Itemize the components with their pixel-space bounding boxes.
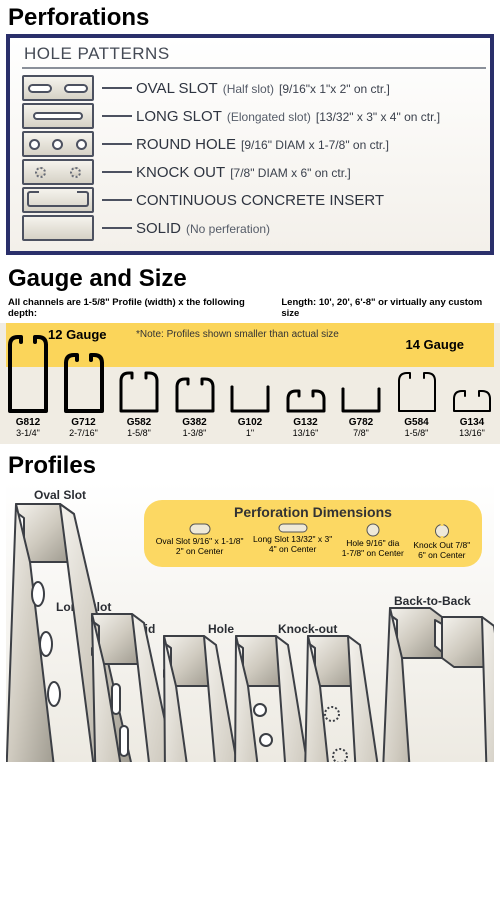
channel-code: G812 [16,417,40,428]
perf-sub: (Elongated slot) [227,110,311,124]
perf-label-long: LONG SLOT (Elongated slot) [13/32" x 3" x … [136,108,440,125]
channel-depth: 2-7/16" [69,428,98,438]
perf-row-knock: KNOCK OUT [7/8" DIAM x 6" on ctr.] [10,159,486,185]
hole-patterns-heading: HOLE PATTERNS [10,44,486,67]
swatch-solid [22,215,102,241]
perf-label-oval: OVAL SLOT (Half slot) [9/16"x 1"x 2" on ct… [136,80,390,97]
channel-G782: G7827/8" [339,385,383,438]
connector-line [102,115,132,117]
swatch-knock [22,159,102,185]
perf-label-cci: CONTINUOUS CONCRETE INSERT [136,192,384,209]
perf-label-solid: SOLID (No perferation) [136,220,270,237]
channel-depth: 1" [246,428,254,438]
channel-G712: G7122-7/16" [62,351,106,438]
swatch-oval [22,75,102,101]
channel-depth: 1-3/8" [183,428,207,438]
perf-row-cci: CONTINUOUS CONCRETE INSERT [10,187,486,213]
connector-line [102,143,132,145]
gauge-meta: All channels are 1-5/8" Profile (width) … [0,295,500,323]
channel-depth: 1-5/8" [405,428,429,438]
section-title-profiles: Profiles [0,448,500,482]
channel-code: G134 [460,417,484,428]
perf-row-round: ROUND HOLE [9/16" DIAM x 1-7/8" on ctr.] [10,131,486,157]
section-title-perforations: Perforations [0,0,500,34]
perf-spec: [9/16"x 1"x 2" on ctr.] [279,82,390,96]
perf-row-solid: SOLID (No perferation) [10,215,486,241]
channel-G582: G5821-5/8" [117,369,161,438]
perf-spec: [13/32" x 3" x 4" on ctr.] [316,110,440,124]
channel-code: G584 [404,417,428,428]
perf-name: ROUND HOLE [136,136,236,153]
channel-code: G132 [293,417,317,428]
channel-code: G582 [127,417,151,428]
connector-line [102,199,132,201]
swatch-cci [22,187,102,213]
perf-label-round: ROUND HOLE [9/16" DIAM x 1-7/8" on ctr.] [136,136,389,153]
perf-name: CONTINUOUS CONCRETE INSERT [136,192,384,209]
channel-G134: G13413/16" [450,387,494,438]
channel-G102: G1021" [228,383,272,438]
channel-depth: 1-5/8" [127,428,151,438]
perf-row-long: LONG SLOT (Elongated slot) [13/32" x 3" x … [10,103,486,129]
gauge-meta-right: Length: 10', 20', 6'-8" or virtually any… [281,297,492,319]
profiles-illustration [6,482,494,762]
swatch-long [22,103,102,129]
swatch-round [22,131,102,157]
connector-line [102,171,132,173]
channel-code: G382 [182,417,206,428]
perf-name: SOLID [136,220,181,237]
channel-code: G782 [349,417,373,428]
connector-line [102,227,132,229]
perf-name: LONG SLOT [136,108,222,125]
channel-depth: 3-1/4" [16,428,40,438]
perf-sub: (No perferation) [186,222,270,236]
perf-name: OVAL SLOT [136,80,218,97]
channel-G382: G3821-3/8" [173,375,217,438]
channel-G584: G5841-5/8" [395,369,439,438]
channel-row: G8123-1/4"G7122-7/16"G5821-5/8"G3821-3/8… [6,333,494,438]
perforations-panel: HOLE PATTERNS OVAL SLOT (Half slot) [9/16"… [6,34,494,255]
perf-spec: [7/8" DIAM x 6" on ctr.] [230,166,351,180]
channel-G132: G13213/16" [284,387,328,438]
perf-row-oval: OVAL SLOT (Half slot) [9/16"x 1"x 2" on ct… [10,75,486,101]
perf-spec: [9/16" DIAM x 1-7/8" on ctr.] [241,138,389,152]
gauge-strip: 12 Gauge *Note: Profiles shown smaller t… [0,323,500,444]
channel-code: G712 [71,417,95,428]
channel-depth: 13/16" [459,428,485,438]
perf-sub: (Half slot) [223,82,274,96]
perf-name: KNOCK OUT [136,164,225,181]
section-title-gauge: Gauge and Size [0,261,500,295]
perf-label-knock: KNOCK OUT [7/8" DIAM x 6" on ctr.] [136,164,351,181]
channel-depth: 13/16" [293,428,319,438]
channel-G812: G8123-1/4" [6,333,50,438]
channel-depth: 7/8" [353,428,369,438]
channel-code: G102 [238,417,262,428]
connector-line [102,87,132,89]
gauge-meta-left: All channels are 1-5/8" Profile (width) … [8,297,263,319]
profiles-panel: Perforation Dimensions Oval Slot 9/16" x… [6,482,494,762]
divider [22,67,486,69]
